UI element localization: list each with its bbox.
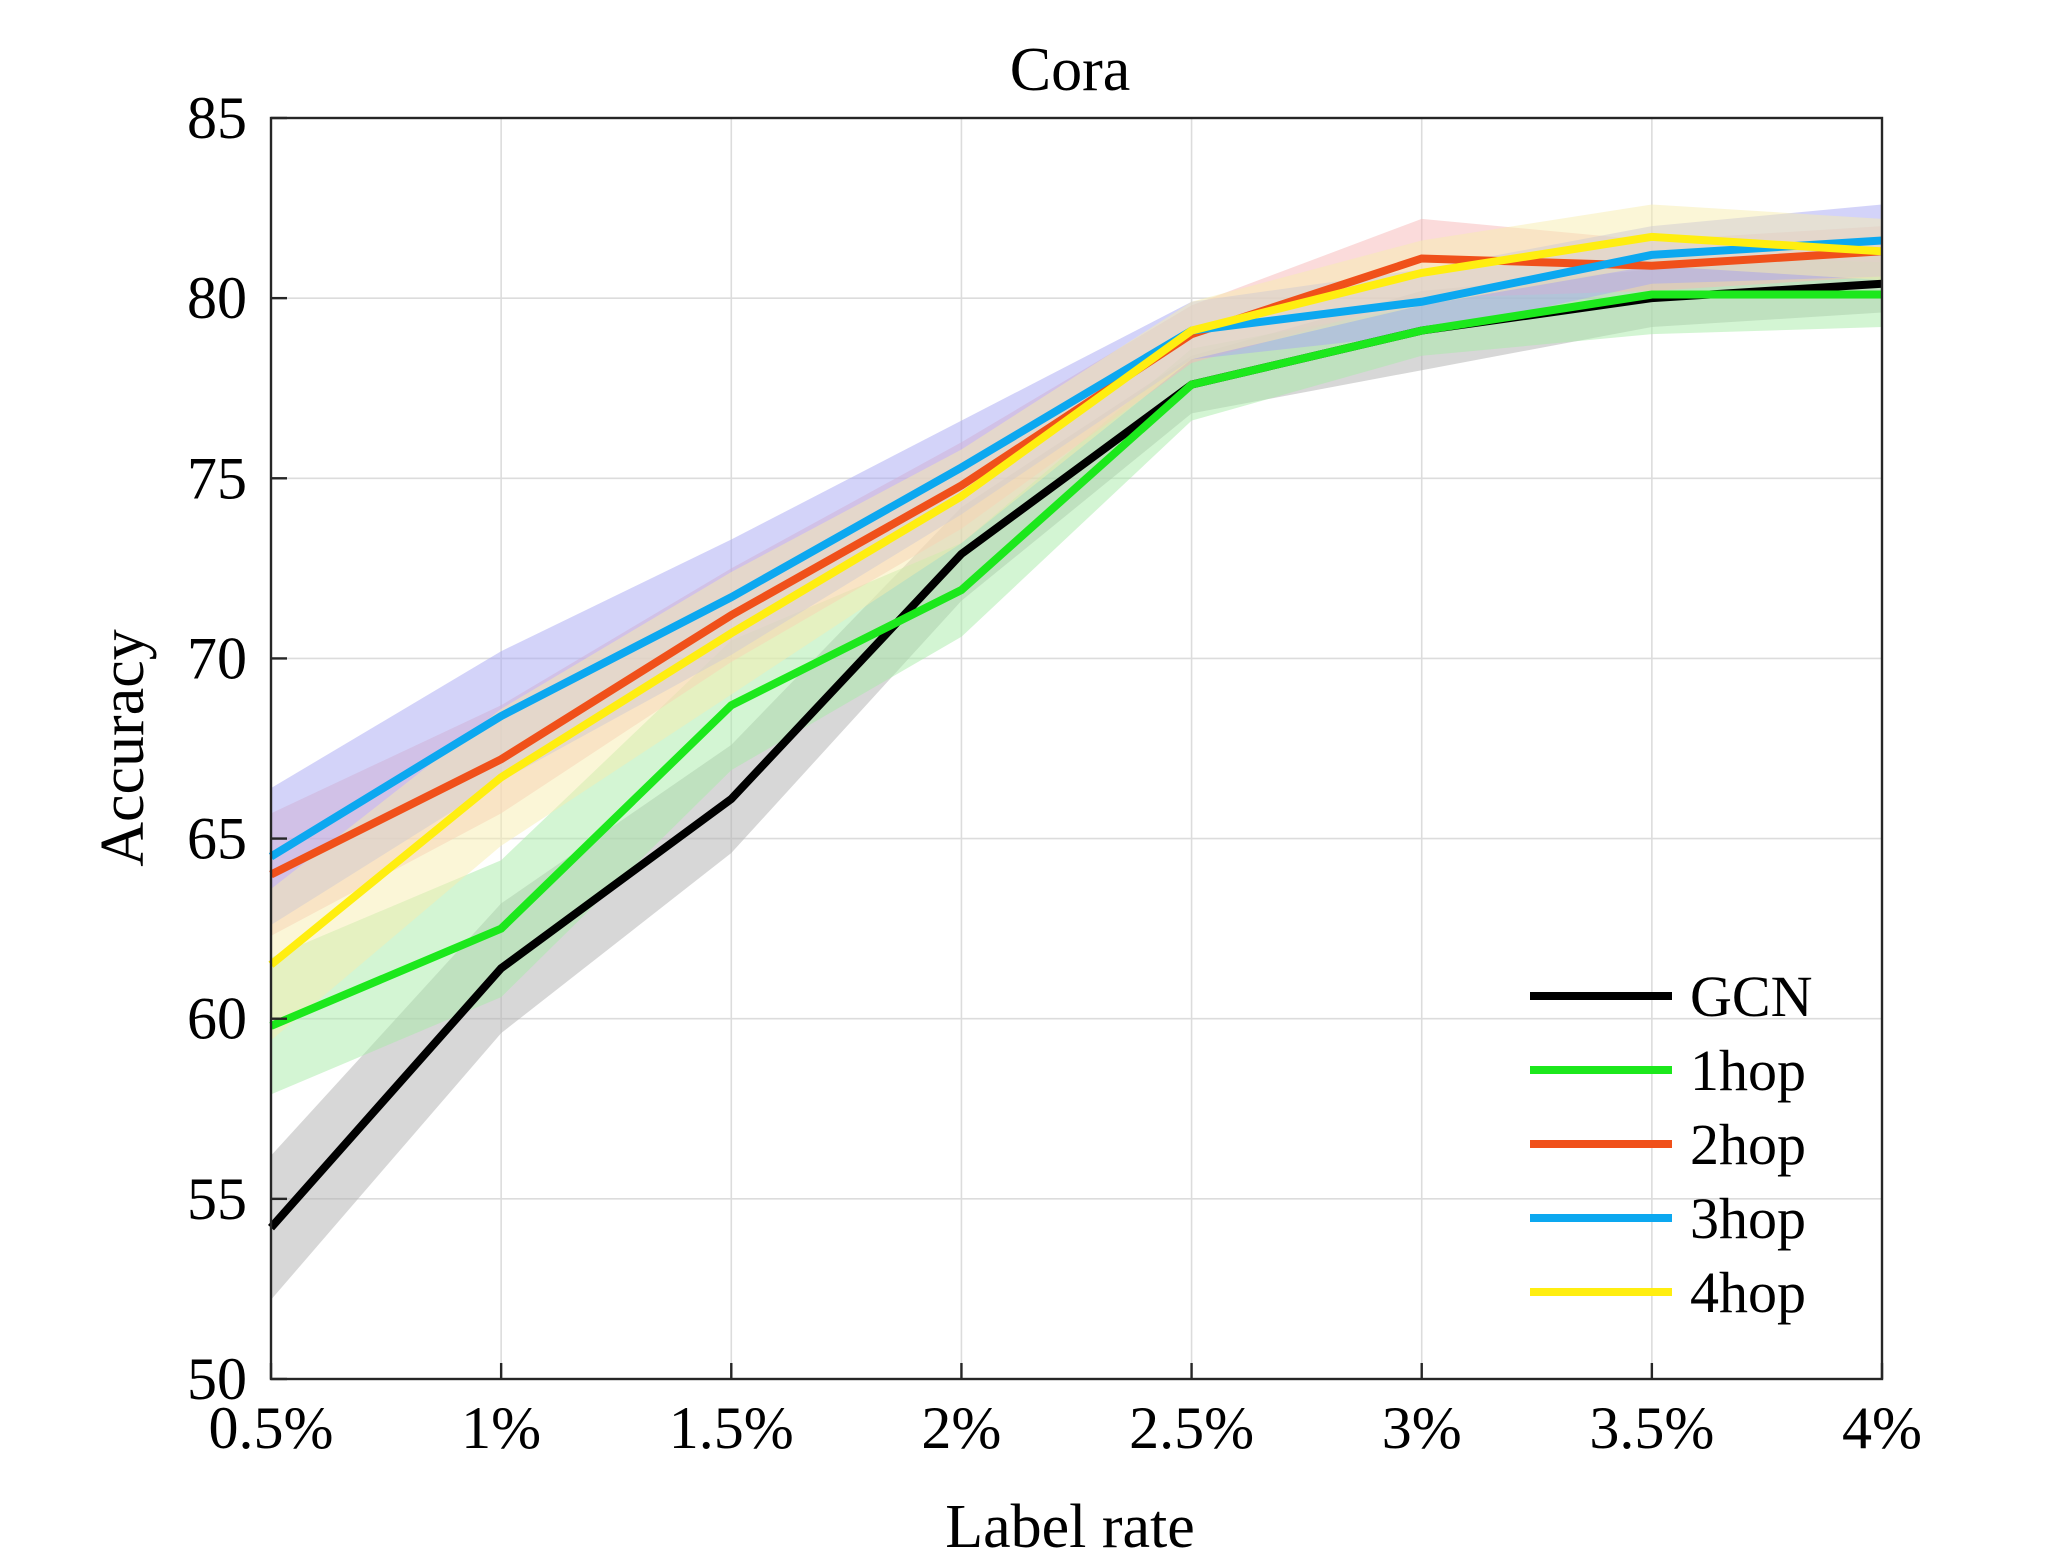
series-lines bbox=[268, 232, 1883, 1231]
series-line-4hop bbox=[268, 232, 1883, 968]
y-tick-labels: 50 55 60 65 70 75 80 85 bbox=[187, 85, 247, 1412]
x-axis-label: Label rate bbox=[945, 1493, 1195, 1561]
x-tick-label: 1% bbox=[461, 1395, 541, 1461]
axis-ticks bbox=[269, 116, 1884, 1381]
x-tick-label: 1.5% bbox=[669, 1395, 794, 1461]
y-tick-label: 85 bbox=[187, 85, 247, 151]
series-line-1hop bbox=[269, 290, 1882, 1030]
y-tick-label: 60 bbox=[187, 986, 247, 1052]
legend-label: 4hop bbox=[1690, 1260, 1806, 1325]
y-tick-label: 55 bbox=[187, 1166, 247, 1232]
x-tick-label: 3% bbox=[1382, 1395, 1462, 1461]
y-tick-label: 65 bbox=[187, 806, 247, 872]
y-tick-label: 70 bbox=[187, 625, 247, 691]
x-tick-label: 3.5% bbox=[1589, 1395, 1714, 1461]
y-tick-label: 80 bbox=[187, 265, 247, 331]
x-tick-label: 2.5% bbox=[1129, 1395, 1254, 1461]
y-tick-label: 75 bbox=[187, 445, 247, 511]
x-tick-label: 2% bbox=[921, 1395, 1001, 1461]
x-tick-labels: 0.5% 1% 1.5% 2% 2.5% 3% 3.5% 4% bbox=[209, 1395, 1922, 1461]
legend: GCN 1hop 2hop 3hop 4hop bbox=[1530, 964, 1812, 1325]
plot-frame bbox=[269, 116, 1884, 1381]
band-3hop bbox=[271, 204, 1882, 926]
y-tick-label: 50 bbox=[187, 1346, 247, 1412]
band-1hop bbox=[271, 254, 1882, 1095]
chart-title: Cora bbox=[1010, 36, 1131, 104]
legend-label: 1hop bbox=[1690, 1038, 1806, 1103]
legend-label: GCN bbox=[1690, 964, 1812, 1029]
y-axis-label: Accuracy bbox=[89, 629, 157, 867]
series-line-3hop bbox=[268, 236, 1883, 860]
x-tick-label: 4% bbox=[1842, 1395, 1922, 1461]
legend-label: 3hop bbox=[1690, 1186, 1806, 1251]
confidence-bands bbox=[271, 204, 1882, 1300]
legend-label: 2hop bbox=[1690, 1112, 1806, 1177]
x-tick-label: 0.5% bbox=[209, 1395, 334, 1461]
